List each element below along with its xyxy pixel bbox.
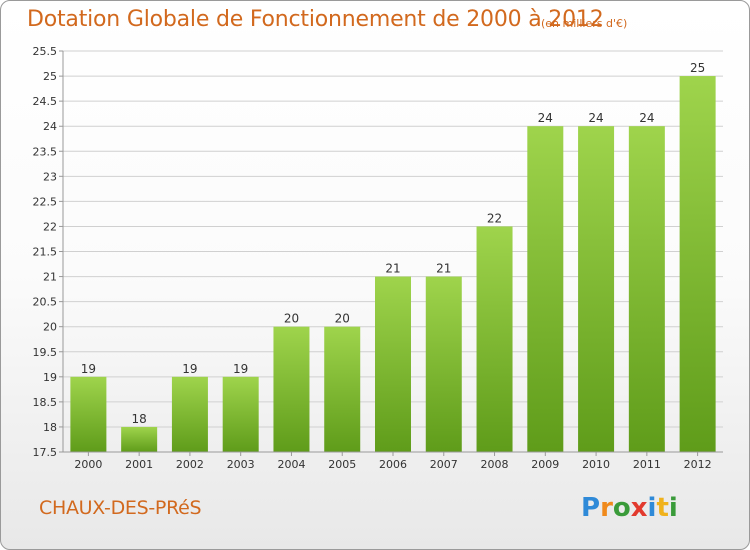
y-tick-label: 24.5	[33, 95, 58, 108]
bars	[70, 76, 716, 452]
x-tick-label: 2001	[125, 458, 153, 471]
y-tick-label: 19	[43, 371, 57, 384]
bar-value-label: 19	[81, 362, 96, 376]
bar-2004	[273, 326, 310, 452]
bar-2001	[121, 426, 158, 452]
x-tick-label: 2004	[277, 458, 305, 471]
x-tick-label: 2003	[227, 458, 255, 471]
bar-2003	[222, 376, 259, 452]
bar-2002	[171, 376, 208, 452]
bar-value-label: 21	[436, 262, 451, 276]
bar-2005	[324, 326, 361, 452]
bar-2007	[425, 276, 462, 452]
labels: 17.5 18 18.5 19 19.5 20 20.5 21 21.5 22 22.5 23 23.5…	[33, 45, 712, 471]
y-tick-label: 20	[43, 321, 57, 334]
bar-2012	[679, 76, 716, 452]
x-tick-label: 2010	[582, 458, 610, 471]
x-tick-label: 2012	[684, 458, 712, 471]
bar-value-label: 19	[182, 362, 197, 376]
svg-text:Proxiti: Proxiti	[581, 493, 678, 523]
bar-2009	[527, 126, 564, 452]
bar-value-label: 20	[284, 312, 299, 326]
y-tick-label: 22.5	[33, 195, 58, 208]
y-tick-label: 18.5	[33, 396, 58, 409]
y-tick-label: 20.5	[33, 296, 58, 309]
bar-value-label: 21	[385, 262, 400, 276]
bar-2011	[628, 126, 665, 452]
bar-value-label: 20	[335, 312, 350, 326]
y-tick-label: 24	[43, 120, 57, 133]
bar-2010	[578, 126, 615, 452]
bar-value-label: 25	[690, 61, 705, 75]
y-tick-label: 18	[43, 421, 57, 434]
chart-title: Dotation Globale de Fonctionnement de 20…	[27, 7, 604, 32]
y-tick-label: 21	[43, 271, 57, 284]
axes	[59, 50, 723, 456]
y-tick-label: 25.5	[33, 45, 58, 58]
y-tick-label: 22	[43, 220, 57, 233]
bar-2008	[476, 226, 513, 452]
x-tick-label: 2005	[328, 458, 356, 471]
bar-value-label: 24	[538, 111, 553, 125]
bar-2006	[375, 276, 411, 452]
x-tick-label: 2009	[531, 458, 559, 471]
y-tick-label: 21.5	[33, 246, 58, 259]
bar-value-label: 22	[487, 211, 502, 225]
x-tick-label: 2008	[481, 458, 509, 471]
x-tick-label: 2007	[430, 458, 458, 471]
x-tick-label: 2011	[633, 458, 661, 471]
x-tick-label: 2000	[74, 458, 102, 471]
y-tick-label: 23	[43, 170, 57, 183]
chart-unit-note: (en milliers d'€)	[541, 17, 628, 30]
y-tick-label: 23.5	[33, 145, 58, 158]
city-name: CHAUX-DES-PRéS	[39, 497, 202, 519]
y-tick-label: 19.5	[33, 346, 58, 359]
bar-value-label: 24	[639, 111, 654, 125]
bar-2000	[70, 376, 107, 452]
bar-value-label: 18	[132, 412, 147, 426]
proxiti-logo: Proxiti	[581, 493, 678, 523]
x-tick-label: 2006	[379, 458, 407, 471]
x-tick-label: 2002	[176, 458, 204, 471]
bar-value-label: 19	[233, 362, 248, 376]
bar-value-label: 24	[588, 111, 603, 125]
y-tick-label: 17.5	[33, 446, 58, 459]
y-tick-label: 25	[43, 70, 57, 83]
